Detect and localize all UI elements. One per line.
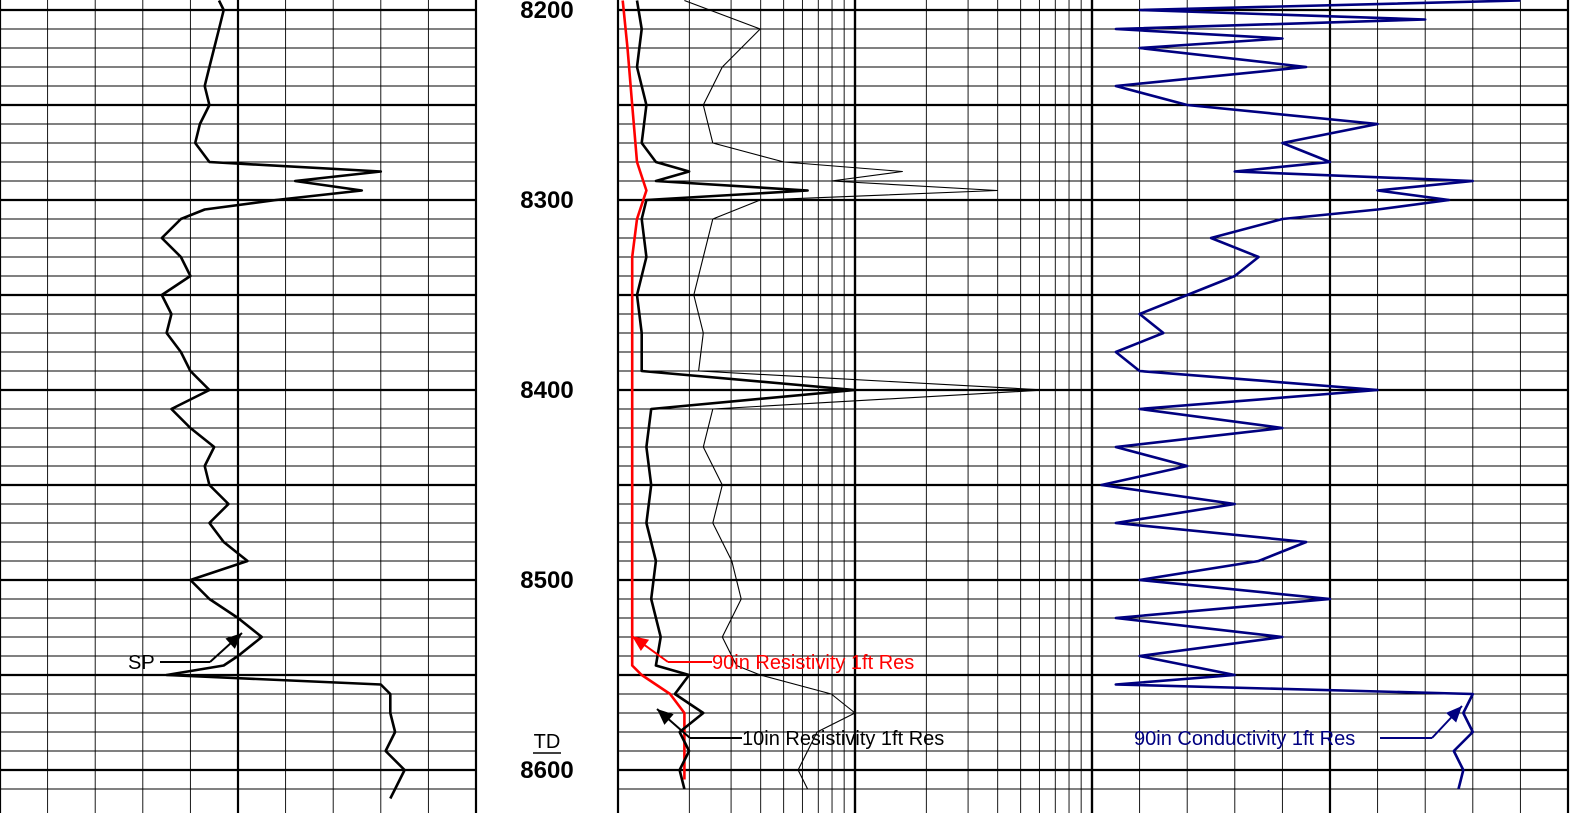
depth-tick-label-8200: 8200 [520, 0, 573, 24]
series-line-1-0 [621, 0, 686, 780]
series-line-0-0 [160, 0, 406, 800]
td-label: TD [534, 731, 561, 753]
annotation-arrowhead [657, 709, 674, 725]
resistivity-10in-label: 10in Resistivity 1ft Res [742, 728, 944, 750]
annotation-arrowhead [1445, 706, 1462, 723]
conductivity-90in-label: 90in Conductivity 1ft Res [1134, 728, 1355, 750]
depth-axis: 8200 8300 8400 8500 8600 TD [520, 0, 573, 784]
resistivity-90in-label: 90in Resistivity 1ft Res [712, 652, 914, 674]
series-line-1-2 [684, 0, 1046, 790]
annotations: SP 90in Resistivity 1ft Res 10in Resisti… [128, 632, 1463, 750]
series-group [160, 0, 1521, 800]
depth-tick-label-8600: 8600 [520, 757, 573, 784]
sp-label: SP [128, 652, 155, 674]
annotation-arrowhead [632, 636, 650, 652]
annotation-arrowhead [225, 633, 242, 649]
depth-tick-label-8300: 8300 [520, 187, 573, 214]
series-line-1-1 [635, 0, 857, 790]
depth-tick-label-8400: 8400 [520, 377, 573, 404]
depth-tick-label-8500: 8500 [520, 567, 573, 594]
series-line-2-0 [1100, 0, 1521, 790]
